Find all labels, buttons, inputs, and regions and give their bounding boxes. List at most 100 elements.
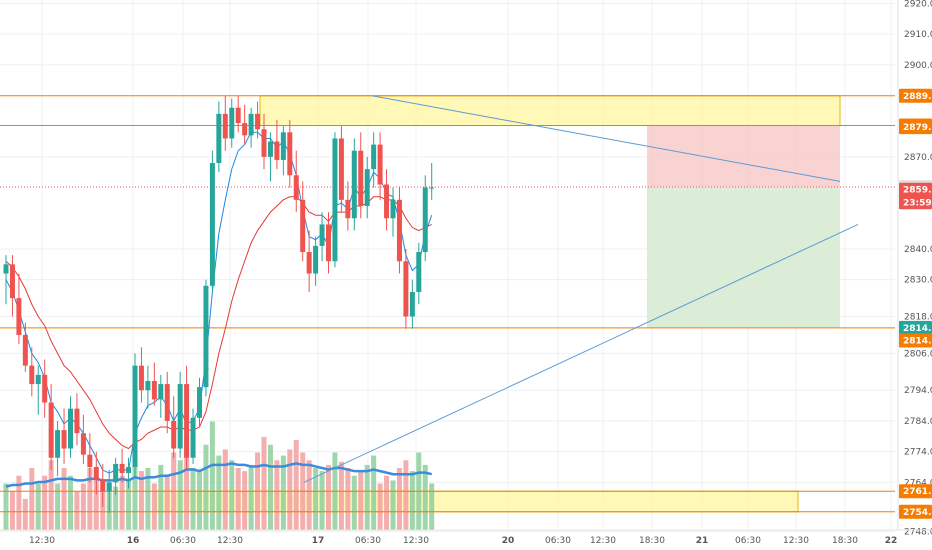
volume-bar: [113, 486, 119, 530]
volume-bar: [177, 460, 183, 530]
candle-body: [138, 365, 144, 391]
volume-bar: [138, 471, 144, 530]
candle-body: [377, 144, 383, 185]
candle-body: [345, 199, 351, 219]
volume-bar: [358, 471, 364, 530]
volume-bar: [371, 455, 377, 530]
candle-body: [313, 245, 319, 274]
volume-bar: [326, 464, 331, 530]
price-tag: [899, 195, 932, 210]
volume-bar: [345, 468, 351, 530]
candle-body: [55, 430, 61, 458]
volume-bar: [9, 491, 15, 530]
volume-bar: [29, 468, 35, 530]
candle-body: [390, 199, 396, 219]
candle-body: [216, 113, 222, 164]
candle-body: [274, 141, 280, 160]
candle-body: [287, 132, 293, 176]
candle-body: [119, 463, 125, 474]
candle-body: [126, 466, 132, 474]
price-tick-label: 2870.0: [904, 153, 932, 163]
volume-bar: [403, 460, 409, 530]
price-tag-label: 2761.1: [903, 487, 932, 497]
volume-bar: [164, 475, 170, 530]
volume-bar: [42, 475, 48, 530]
price-tick-label: 2794.0: [904, 386, 932, 396]
candle-body: [87, 454, 93, 467]
time-tick-label: 06:30: [545, 536, 571, 546]
price-tick-label: 2818.0: [904, 313, 932, 323]
price-tag: [899, 120, 932, 135]
price-tick-label: 2806.0: [904, 349, 932, 359]
volume-bar: [313, 468, 319, 530]
volume-bar: [261, 437, 267, 530]
candle-body: [422, 187, 428, 253]
candle-body: [184, 384, 190, 458]
price-tick-label: 2774.0: [904, 448, 932, 458]
candle-body: [261, 129, 267, 157]
volume-bar: [409, 471, 415, 530]
candle-body: [255, 113, 261, 130]
candle-body: [158, 384, 164, 400]
candle-body: [197, 387, 202, 418]
price-tick-label: 2910.0: [904, 30, 932, 40]
price-tag: [899, 333, 932, 348]
volume-bar: [384, 475, 390, 530]
candle-body: [113, 463, 119, 483]
candle-body: [248, 113, 254, 136]
levels-layer: [0, 95, 895, 513]
candle-body: [209, 163, 215, 286]
volume-bar: [390, 480, 396, 530]
candle-body: [80, 433, 86, 455]
time-tick-label: 06:30: [170, 536, 196, 546]
candle-body: [267, 141, 273, 157]
volume-bar: [229, 460, 235, 530]
volume-bar: [293, 440, 299, 530]
candle-body: [332, 138, 338, 262]
candle-body: [358, 150, 364, 206]
time-tick-label: 12:30: [783, 536, 809, 546]
price-tag: [899, 88, 932, 103]
price-tag-label: 2879.7: [903, 123, 932, 133]
candle-body: [429, 187, 435, 189]
volume-bar: [100, 491, 106, 530]
volume-bar: [119, 475, 125, 530]
candle-body: [351, 150, 357, 219]
candle-body: [403, 261, 409, 317]
volume-bar: [74, 491, 80, 530]
volume-bar: [35, 483, 41, 530]
time-tick-label: 16: [127, 536, 140, 546]
candle-body: [338, 138, 344, 200]
candle-body: [177, 384, 183, 449]
price-axis[interactable]: 2920.0 2910.0 2900.0 2870.0 2840.0 2830.0 2818…: [897, 0, 932, 537]
trendlines-layer: [303, 95, 859, 483]
volume-bar: [126, 480, 132, 530]
volume-bar: [351, 475, 357, 530]
time-tick-label: 20: [502, 536, 515, 546]
volume-bar: [93, 475, 99, 530]
volume-bar: [338, 461, 344, 530]
volume-bar: [209, 421, 215, 530]
volume-bar: [132, 460, 138, 530]
candle-body: [280, 132, 286, 160]
volume-bar: [48, 460, 54, 530]
volume-bar: [203, 444, 209, 530]
time-tick-label: 12:30: [217, 536, 243, 546]
time-axis[interactable]: 12:30 16 06:30 12:30 17 06:30 12:30 20 06:30 12:3…: [0, 529, 932, 546]
candle-body: [319, 224, 325, 246]
price-tag-label: 23:59: [903, 198, 932, 208]
price-tick-label: 2830.0: [904, 276, 932, 286]
candle-body: [151, 380, 157, 400]
time-tick-label: 21: [696, 536, 709, 546]
price-axis-background: [898, 0, 932, 530]
volume-bar: [184, 437, 190, 530]
price-tag-label: 2859.3: [903, 186, 932, 196]
volume-bar: [306, 460, 312, 530]
candle-body: [326, 224, 331, 262]
volume-bar: [287, 449, 293, 530]
candle-body: [145, 380, 151, 391]
candle-body: [229, 107, 235, 139]
candle-body: [293, 175, 299, 200]
volume-bar: [242, 471, 248, 530]
